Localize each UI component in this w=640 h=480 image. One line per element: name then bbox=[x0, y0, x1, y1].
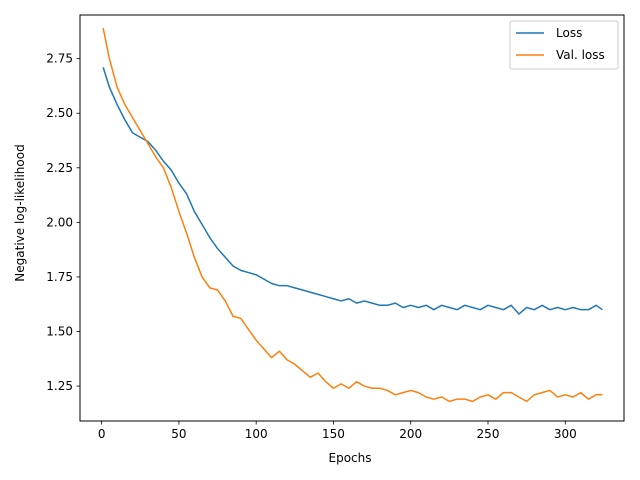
x-tick-label: 150 bbox=[322, 427, 345, 441]
legend-label: Val. loss bbox=[556, 48, 605, 62]
x-tick-label: 0 bbox=[98, 427, 106, 441]
series-line-loss bbox=[102, 67, 603, 315]
y-tick-label: 2.75 bbox=[46, 52, 73, 66]
plot-area bbox=[80, 15, 624, 421]
y-axis-label: Negative log-likelihood bbox=[13, 144, 27, 281]
legend-label: Loss bbox=[556, 26, 582, 40]
axes-layer: 0 50 100 150 200 250 300 1.25 1.50 1.75 2.00 2.25 2.… bbox=[46, 14, 625, 441]
y-tick-label: 2.00 bbox=[46, 215, 73, 229]
x-tick-label: 100 bbox=[245, 427, 268, 441]
y-tick-label: 2.50 bbox=[46, 106, 73, 120]
series-layer bbox=[102, 27, 603, 403]
y-tick-label: 1.50 bbox=[46, 325, 73, 339]
plot-background bbox=[80, 15, 624, 421]
axes-frame bbox=[79, 14, 625, 422]
x-tick-label: 200 bbox=[399, 427, 422, 441]
y-tick-label: 2.25 bbox=[46, 161, 73, 175]
series-line-val-loss bbox=[102, 27, 603, 403]
legend: Loss Val. loss bbox=[509, 20, 619, 70]
x-tick-label: 300 bbox=[554, 427, 577, 441]
x-tick-label: 250 bbox=[477, 427, 500, 441]
y-tick-label: 1.25 bbox=[46, 379, 73, 393]
y-tick-label: 1.75 bbox=[46, 270, 73, 284]
x-tick-label: 50 bbox=[171, 427, 186, 441]
x-axis-label: Epochs bbox=[329, 451, 372, 465]
